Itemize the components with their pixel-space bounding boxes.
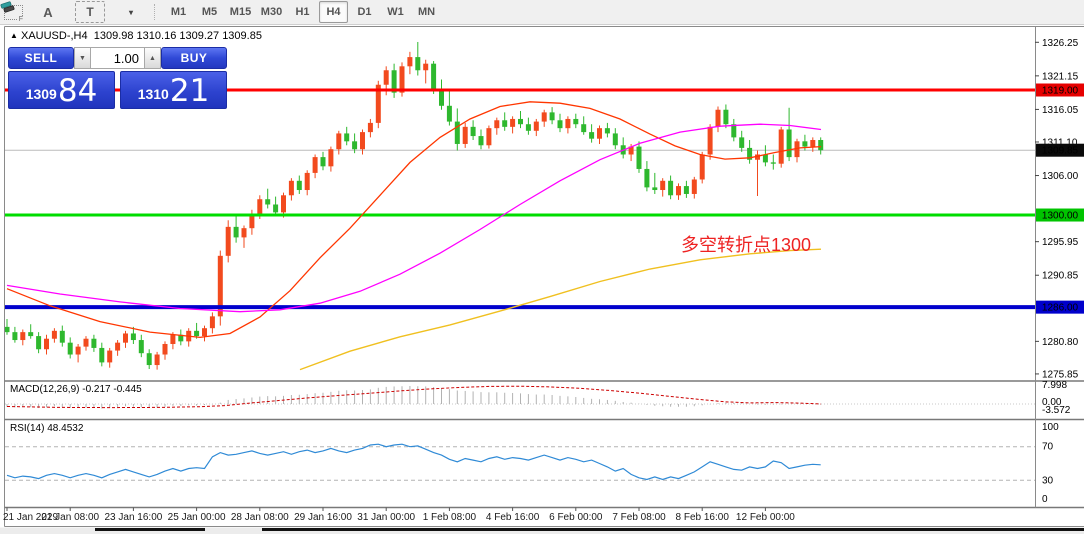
ma-mid-line bbox=[6, 123, 822, 313]
svg-text:1311.10: 1311.10 bbox=[1042, 137, 1078, 148]
svg-text:1319.00: 1319.00 bbox=[1042, 86, 1079, 97]
collapse-icon[interactable]: ▲ bbox=[10, 31, 18, 40]
svg-text:1309.85: 1309.85 bbox=[1042, 146, 1079, 157]
svg-text:1280.80: 1280.80 bbox=[1042, 337, 1079, 348]
timeframe-button-h1[interactable]: H1 bbox=[295, 6, 310, 18]
svg-text:-3.572: -3.572 bbox=[1042, 405, 1071, 416]
volume-stepper: ▼ 1.00 ▲ bbox=[74, 47, 161, 69]
price-axis[interactable]: 1326.25 1321.15 1316.05 1311.10 1306.00 1295.… bbox=[1035, 38, 1084, 381]
timeframe-button-w1[interactable]: W1 bbox=[387, 6, 404, 18]
crayons-icon bbox=[0, 1, 15, 13]
svg-text:28 Jan 08:00: 28 Jan 08:00 bbox=[231, 512, 289, 523]
svg-text:0.00: 0.00 bbox=[1042, 397, 1062, 408]
svg-text:0: 0 bbox=[1042, 494, 1048, 505]
svg-text:1306.00: 1306.00 bbox=[1042, 171, 1079, 182]
sell-price-big-figure: 1309 bbox=[25, 86, 57, 102]
timeframe-button-d1[interactable]: D1 bbox=[357, 6, 372, 18]
window-borders bbox=[4, 26, 1084, 527]
main-price-pane bbox=[5, 41, 1035, 371]
svg-text:100: 100 bbox=[1042, 422, 1059, 433]
macd-signal-line bbox=[6, 385, 822, 409]
svg-text:12 Feb 00:00: 12 Feb 00:00 bbox=[736, 512, 795, 523]
svg-text:25 Jan 00:00: 25 Jan 00:00 bbox=[168, 512, 226, 523]
indicator-axis: 7.998 0.00-3.572 100 70 30 0 bbox=[1042, 380, 1071, 505]
colors-dropdown-button[interactable]: ▾ bbox=[0, 1, 145, 23]
svg-text:1286.00: 1286.00 bbox=[1042, 303, 1079, 314]
svg-text:4 Feb 16:00: 4 Feb 16:00 bbox=[486, 512, 540, 523]
svg-text:8 Feb 16:00: 8 Feb 16:00 bbox=[676, 512, 730, 523]
svg-text:7.998: 7.998 bbox=[1042, 380, 1067, 391]
price-badge-1309.85: 1309.85 bbox=[1036, 143, 1084, 157]
chevron-down-icon: ▾ bbox=[128, 7, 133, 17]
ma-fast-line bbox=[6, 101, 822, 339]
toolbar-separator bbox=[154, 4, 156, 20]
sell-button[interactable]: SELL bbox=[8, 47, 74, 69]
svg-text:31 Jan 00:00: 31 Jan 00:00 bbox=[357, 512, 415, 523]
svg-text:6 Feb 00:00: 6 Feb 00:00 bbox=[549, 512, 603, 523]
svg-text:1326.25: 1326.25 bbox=[1042, 38, 1079, 49]
top-toolbar: F A T ▾ M1 M5 M15 M30 H1 H4 D1 W1 MN bbox=[0, 0, 1084, 25]
rsi-pane bbox=[5, 443, 1035, 481]
text-annotation[interactable]: 多空转折点1300 bbox=[681, 235, 812, 255]
svg-text:7 Feb 08:00: 7 Feb 08:00 bbox=[612, 512, 666, 523]
buy-button[interactable]: BUY bbox=[161, 47, 227, 69]
text-box-tool-button[interactable]: T bbox=[75, 1, 105, 23]
svg-text:1275.85: 1275.85 bbox=[1042, 369, 1079, 380]
svg-text:23 Jan 16:00: 23 Jan 16:00 bbox=[104, 512, 162, 523]
rsi-indicator-title: RSI(14) 48.4532 bbox=[10, 423, 84, 434]
svg-text:1295.95: 1295.95 bbox=[1042, 237, 1079, 248]
volume-increase-button[interactable]: ▲ bbox=[144, 47, 161, 69]
macd-indicator-title: MACD(12,26,9) -0.217 -0.445 bbox=[10, 384, 142, 395]
svg-text:1290.85: 1290.85 bbox=[1042, 271, 1079, 282]
buy-price-display[interactable]: 1310 21 bbox=[120, 71, 227, 109]
svg-text:1 Feb 08:00: 1 Feb 08:00 bbox=[423, 512, 477, 523]
timeframe-button-m1[interactable]: M1 bbox=[170, 6, 187, 18]
svg-text:30: 30 bbox=[1042, 475, 1054, 486]
sell-price-display[interactable]: 1309 84 bbox=[8, 71, 115, 109]
sell-price-pips: 84 bbox=[57, 73, 98, 109]
timeframe-button-mn[interactable]: MN bbox=[417, 6, 436, 18]
ohlc-values: 1309.98 1310.16 1309.27 1309.85 bbox=[93, 30, 262, 42]
chart-symbol-title: ▲ XAUUSD-,H4 1309.98 1310.16 1309.27 130… bbox=[10, 30, 262, 42]
ma-slow-line bbox=[299, 248, 822, 371]
bottom-strip bbox=[0, 527, 1084, 534]
candles bbox=[5, 41, 824, 370]
svg-text:1316.05: 1316.05 bbox=[1042, 105, 1079, 116]
svg-text:21 Jan 2019: 21 Jan 2019 bbox=[3, 512, 58, 523]
buy-price-big-figure: 1310 bbox=[137, 86, 169, 102]
svg-text:29 Jan 16:00: 29 Jan 16:00 bbox=[294, 512, 352, 523]
timeframe-button-m5[interactable]: M5 bbox=[201, 6, 218, 18]
volume-field[interactable]: 1.00 bbox=[91, 47, 144, 69]
timeframe-group: M1 M5 M15 M30 H1 H4 D1 W1 MN bbox=[163, 1, 442, 23]
rsi-line bbox=[6, 443, 821, 481]
macd-pane bbox=[5, 385, 1035, 409]
price-badge-1300.00: 1300.00 bbox=[1036, 208, 1084, 222]
price-badge-1286.00: 1286.00 bbox=[1036, 300, 1084, 314]
one-click-trading-panel: SELL ▼ 1.00 ▲ BUY 1309 84 1310 21 bbox=[8, 47, 227, 109]
timeframe-button-m30[interactable]: M30 bbox=[260, 6, 283, 18]
timeframe-button-h4[interactable]: H4 bbox=[319, 1, 348, 23]
text-label-tool-button[interactable]: A bbox=[43, 4, 53, 20]
svg-text:1321.15: 1321.15 bbox=[1042, 71, 1079, 82]
buy-price-pips: 21 bbox=[169, 73, 210, 109]
price-badge-1319.00: 1319.00 bbox=[1036, 83, 1084, 97]
svg-text:1300.00: 1300.00 bbox=[1042, 211, 1079, 222]
volume-decrease-button[interactable]: ▼ bbox=[74, 47, 91, 69]
symbol-label: XAUUSD-,H4 bbox=[20, 30, 88, 42]
svg-text:70: 70 bbox=[1042, 442, 1054, 453]
timeframe-button-m15[interactable]: M15 bbox=[229, 6, 252, 18]
svg-text:22 Jan 08:00: 22 Jan 08:00 bbox=[41, 512, 99, 523]
